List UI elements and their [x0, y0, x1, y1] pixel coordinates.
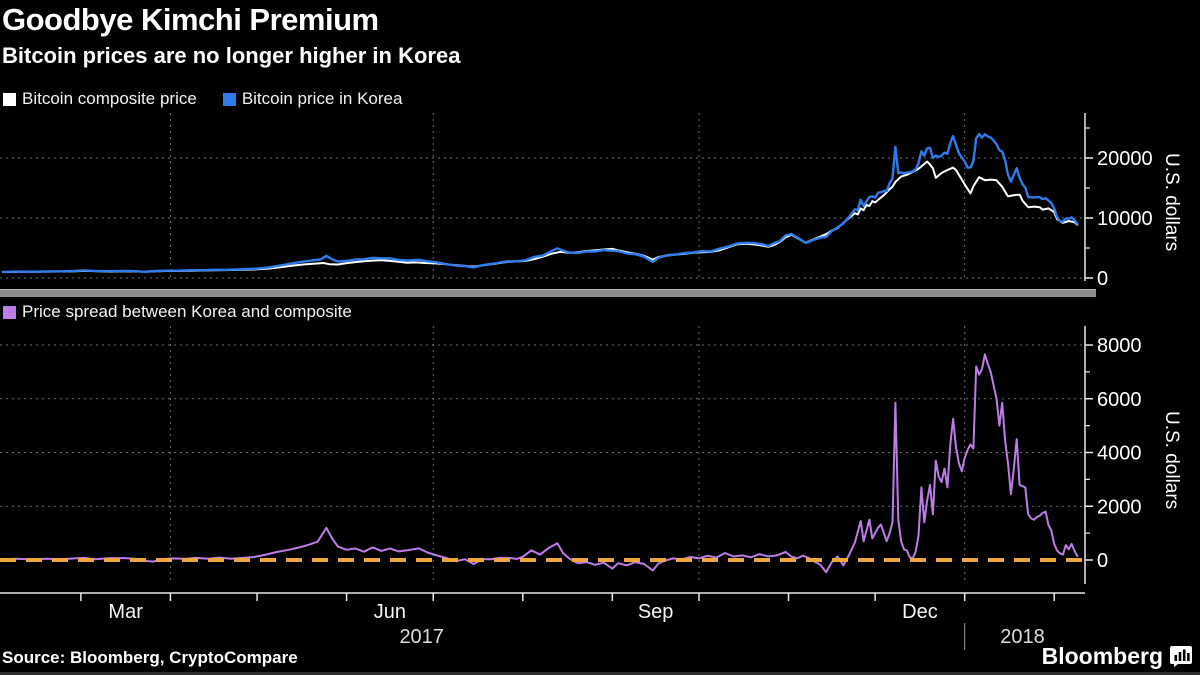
- bottom-edge-strip: [0, 672, 1200, 675]
- page-title: Goodbye Kimchi Premium: [2, 2, 379, 37]
- y-tick-label: 4000: [1097, 443, 1142, 465]
- korea-legend-swatch-icon: [222, 92, 236, 106]
- page-subtitle: Bitcoin prices are no longer higher in K…: [2, 43, 461, 68]
- series-line-1: [1, 132, 1079, 274]
- legend-item-korea: Bitcoin price in Korea: [222, 89, 403, 109]
- bloomberg-logo-icon: [1170, 646, 1192, 667]
- month-label: Jun: [374, 601, 406, 623]
- legend-label-composite: Bitcoin composite price: [22, 89, 197, 108]
- legend-item-composite: Bitcoin composite price: [3, 89, 197, 109]
- top-panel-y-axis-label: U.S. dollars: [1161, 152, 1182, 252]
- bottom-panel-y-axis-label: U.S. dollars: [1161, 410, 1182, 510]
- x-axis: Mar Jun Sep Dec 2017 2018: [0, 592, 1085, 650]
- bloomberg-wordmark-text: Bloomberg: [1041, 643, 1163, 669]
- y-tick-label: 20000: [1097, 148, 1153, 170]
- source-credit: Source: Bloomberg, CryptoCompare: [2, 648, 298, 667]
- panel-separator: [0, 289, 1096, 297]
- y-tick-label: 8000: [1097, 335, 1142, 357]
- legend-top-panel: Bitcoin composite price Bitcoin price in…: [3, 89, 402, 109]
- panel-top: 0 10000 20000: [0, 113, 1153, 290]
- month-label: Sep: [638, 601, 674, 623]
- month-label: Dec: [902, 601, 938, 623]
- legend-label-korea: Bitcoin price in Korea: [241, 89, 403, 108]
- month-label: Mar: [108, 601, 143, 623]
- composite-legend-swatch-icon: [3, 92, 16, 106]
- y-tick-label: 6000: [1097, 389, 1142, 411]
- year-label: 2018: [1000, 626, 1045, 648]
- legend-label-spread: Price spread between Korea and composite: [22, 302, 352, 321]
- legend-item-spread: Price spread between Korea and composite: [3, 302, 352, 322]
- bloomberg-wordmark: Bloomberg: [1042, 643, 1192, 670]
- y-tick-label: 2000: [1097, 496, 1142, 518]
- y-tick-label: 10000: [1097, 208, 1153, 230]
- year-label: 2017: [399, 626, 444, 648]
- spread-legend-swatch-icon: [3, 305, 16, 319]
- series-line-0: [1, 353, 1079, 574]
- y-tick-label: 0: [1097, 268, 1108, 290]
- y-tick-label: 0: [1097, 550, 1108, 572]
- legend-bottom-panel: Price spread between Korea and composite: [3, 302, 352, 322]
- panel-bottom: 0 2000 4000 6000 8000: [0, 326, 1142, 584]
